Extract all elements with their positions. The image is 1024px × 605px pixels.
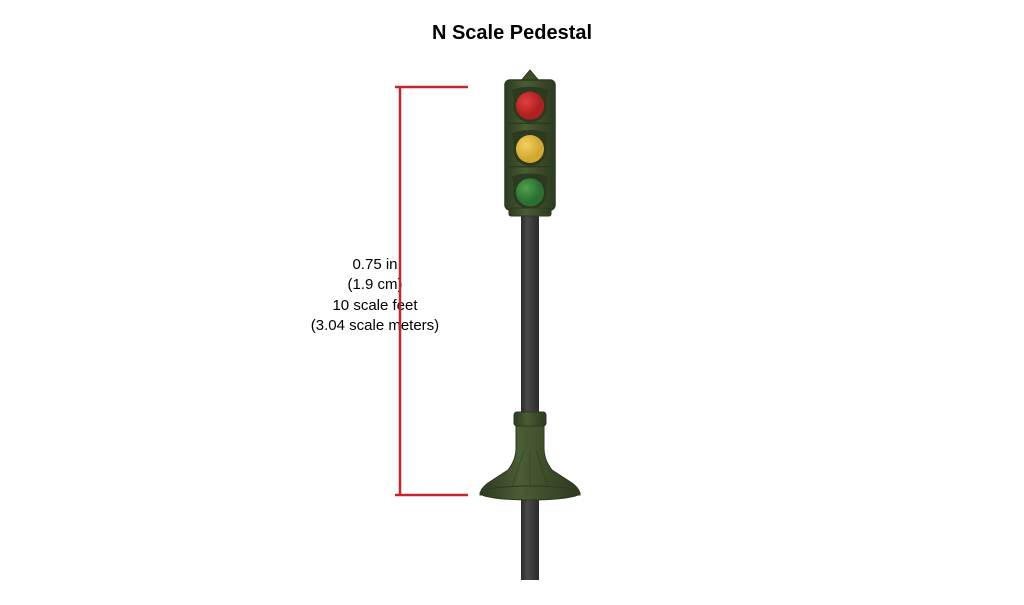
dimension-bracket: [395, 87, 468, 495]
pedestal-base: [480, 412, 580, 500]
traffic-light-housing: [505, 70, 555, 216]
pole: [521, 208, 539, 580]
diagram-svg: [0, 0, 1024, 605]
